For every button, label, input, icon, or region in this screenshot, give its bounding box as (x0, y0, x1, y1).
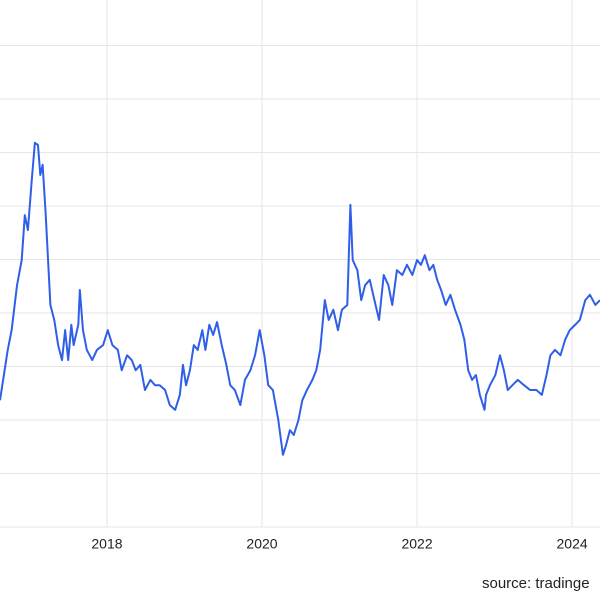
source-note: source: tradinge (482, 575, 590, 592)
x-tick-label: 2024 (557, 536, 588, 552)
data-line (0, 141, 600, 456)
x-tick-label: 2020 (246, 536, 277, 552)
x-tick-label: 2022 (401, 536, 432, 552)
x-tick-label: 2018 (91, 536, 122, 552)
